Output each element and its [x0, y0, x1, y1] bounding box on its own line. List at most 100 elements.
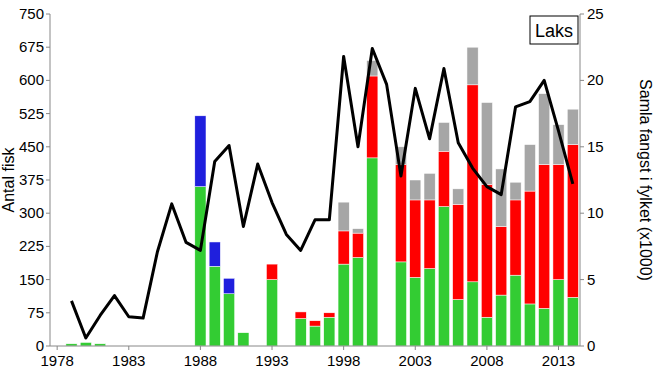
y2-tick [580, 80, 584, 81]
y2-tick-label: 10 [587, 204, 604, 221]
bar [410, 200, 421, 277]
bar [338, 202, 349, 231]
x-tick [128, 346, 129, 350]
bar [324, 312, 335, 313]
bar [553, 280, 564, 346]
x-tick-label: 2013 [542, 352, 575, 369]
x-tick-label: 1983 [112, 352, 145, 369]
y-tick-label: 300 [19, 204, 44, 221]
bar [395, 262, 406, 346]
y2-axis [580, 14, 581, 346]
bar [238, 333, 249, 346]
y-tick [46, 346, 50, 347]
bar [453, 189, 464, 204]
bar [367, 76, 378, 158]
bar [453, 300, 464, 346]
x-tick-label: 1988 [184, 352, 217, 369]
bar [324, 313, 335, 317]
x-tick-label: 1993 [255, 352, 288, 369]
y-tick [46, 113, 50, 114]
bar [95, 343, 106, 344]
bar [338, 202, 349, 203]
bar [567, 109, 578, 110]
y2-tick [580, 346, 584, 347]
title-box [530, 16, 578, 44]
y-tick [46, 213, 50, 214]
bar [238, 332, 249, 333]
bar [510, 182, 521, 200]
bar [209, 242, 220, 266]
bar [438, 122, 449, 151]
bar [539, 94, 550, 165]
bar [481, 317, 492, 346]
x-tick [272, 346, 273, 350]
bar [481, 184, 492, 317]
y2-tick [580, 279, 584, 280]
bar [467, 47, 478, 48]
bar [352, 257, 363, 346]
bar [438, 151, 449, 206]
y2-tick-label: 20 [587, 71, 604, 88]
bar [295, 311, 306, 312]
y-tick-label: 675 [19, 38, 44, 55]
bar [352, 229, 363, 233]
bar [524, 145, 535, 191]
bar [80, 342, 91, 343]
bar [223, 294, 234, 346]
bar [510, 275, 521, 346]
title: Laks [535, 21, 573, 41]
bar [424, 173, 435, 200]
bar [553, 165, 564, 280]
bar [66, 343, 77, 344]
y-tick [46, 180, 50, 181]
x-tick [486, 346, 487, 350]
bar [309, 326, 320, 346]
bar [510, 200, 521, 275]
bar [424, 200, 435, 269]
bar [524, 191, 535, 304]
x-tick [200, 346, 201, 350]
bar [209, 266, 220, 346]
x-tick-label: 2003 [399, 352, 432, 369]
y-tick-label: 375 [19, 171, 44, 188]
y-axis-title: Antal fisk [0, 147, 17, 213]
bar [266, 280, 277, 346]
x-tick-label: 1998 [327, 352, 360, 369]
bar [395, 165, 406, 262]
bar [223, 278, 234, 293]
bar [80, 342, 91, 343]
bar [539, 165, 550, 309]
y-tick-label: 600 [19, 71, 44, 88]
y-tick [46, 146, 50, 147]
bar [95, 343, 106, 344]
bar [524, 144, 535, 145]
x-tick [343, 346, 344, 350]
x-tick [57, 346, 58, 350]
bar [453, 188, 464, 189]
bar [410, 277, 421, 346]
y2-tick-label: 25 [587, 5, 604, 22]
bar [553, 124, 564, 125]
x-tick [415, 346, 416, 350]
x-axis [50, 346, 580, 347]
bar [467, 282, 478, 346]
bar [467, 85, 478, 282]
y-tick [46, 47, 50, 48]
y-tick [46, 80, 50, 81]
y-tick-label: 150 [19, 271, 44, 288]
bar [238, 332, 249, 333]
bar [309, 320, 320, 321]
bar [367, 158, 378, 346]
bar [338, 264, 349, 346]
bar [80, 342, 91, 343]
bar [352, 228, 363, 229]
bar [567, 109, 578, 144]
y2-tick-label: 5 [587, 271, 595, 288]
bar [481, 102, 492, 103]
y-tick-label: 750 [19, 5, 44, 22]
bar [424, 269, 435, 346]
bar [453, 204, 464, 299]
bar [266, 264, 277, 265]
bar [410, 180, 421, 200]
bar [496, 295, 507, 346]
